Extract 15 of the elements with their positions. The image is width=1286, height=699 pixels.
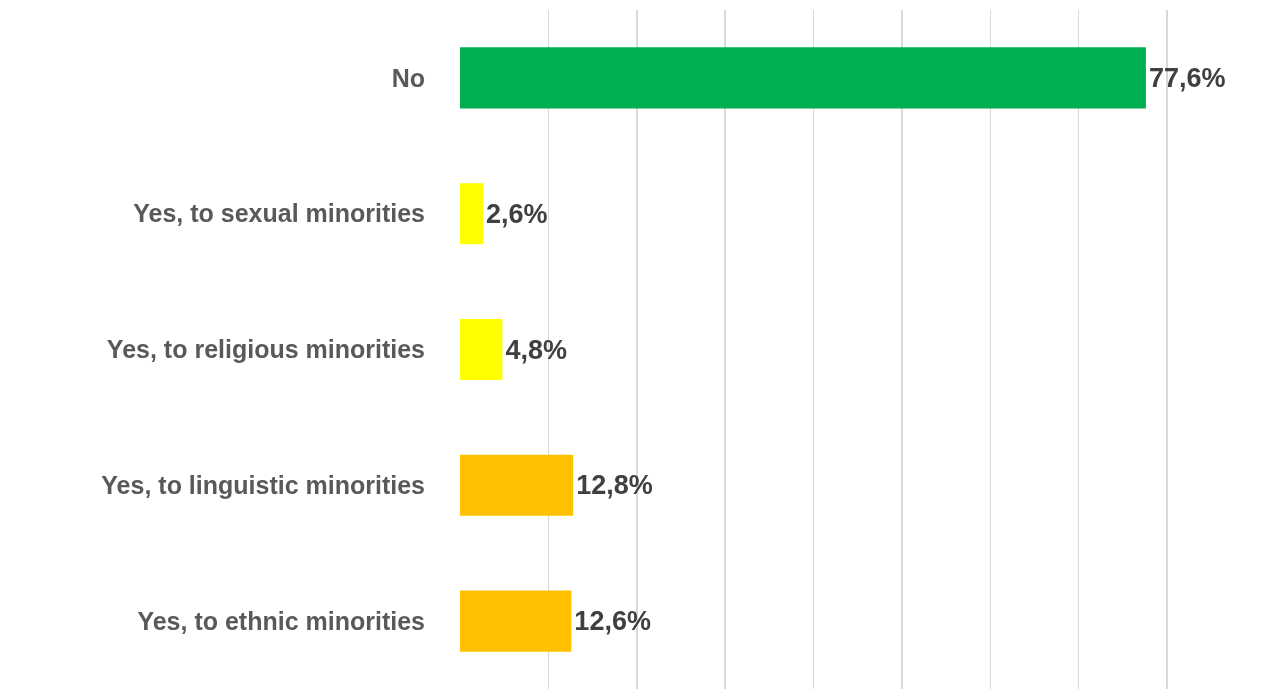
y-tick-label: Yes, to linguistic minorities bbox=[101, 471, 425, 500]
y-tick-label: Yes, to sexual minorities bbox=[133, 199, 425, 228]
bar bbox=[460, 183, 483, 245]
y-tick-label: No bbox=[391, 63, 425, 92]
bar bbox=[460, 318, 503, 381]
data-label: 2,6% bbox=[485, 198, 548, 229]
y-tick-label: Yes, to religious minorities bbox=[106, 335, 425, 364]
data-label: 12,6% bbox=[574, 606, 651, 637]
data-label: 12,8% bbox=[576, 470, 653, 501]
bar bbox=[460, 454, 574, 516]
data-label: 4,8% bbox=[505, 334, 567, 365]
y-tick-label: Yes, to ethnic minorities bbox=[137, 606, 425, 635]
data-label: 77,6% bbox=[1148, 62, 1226, 93]
bar bbox=[460, 47, 1146, 109]
bar bbox=[460, 590, 572, 652]
